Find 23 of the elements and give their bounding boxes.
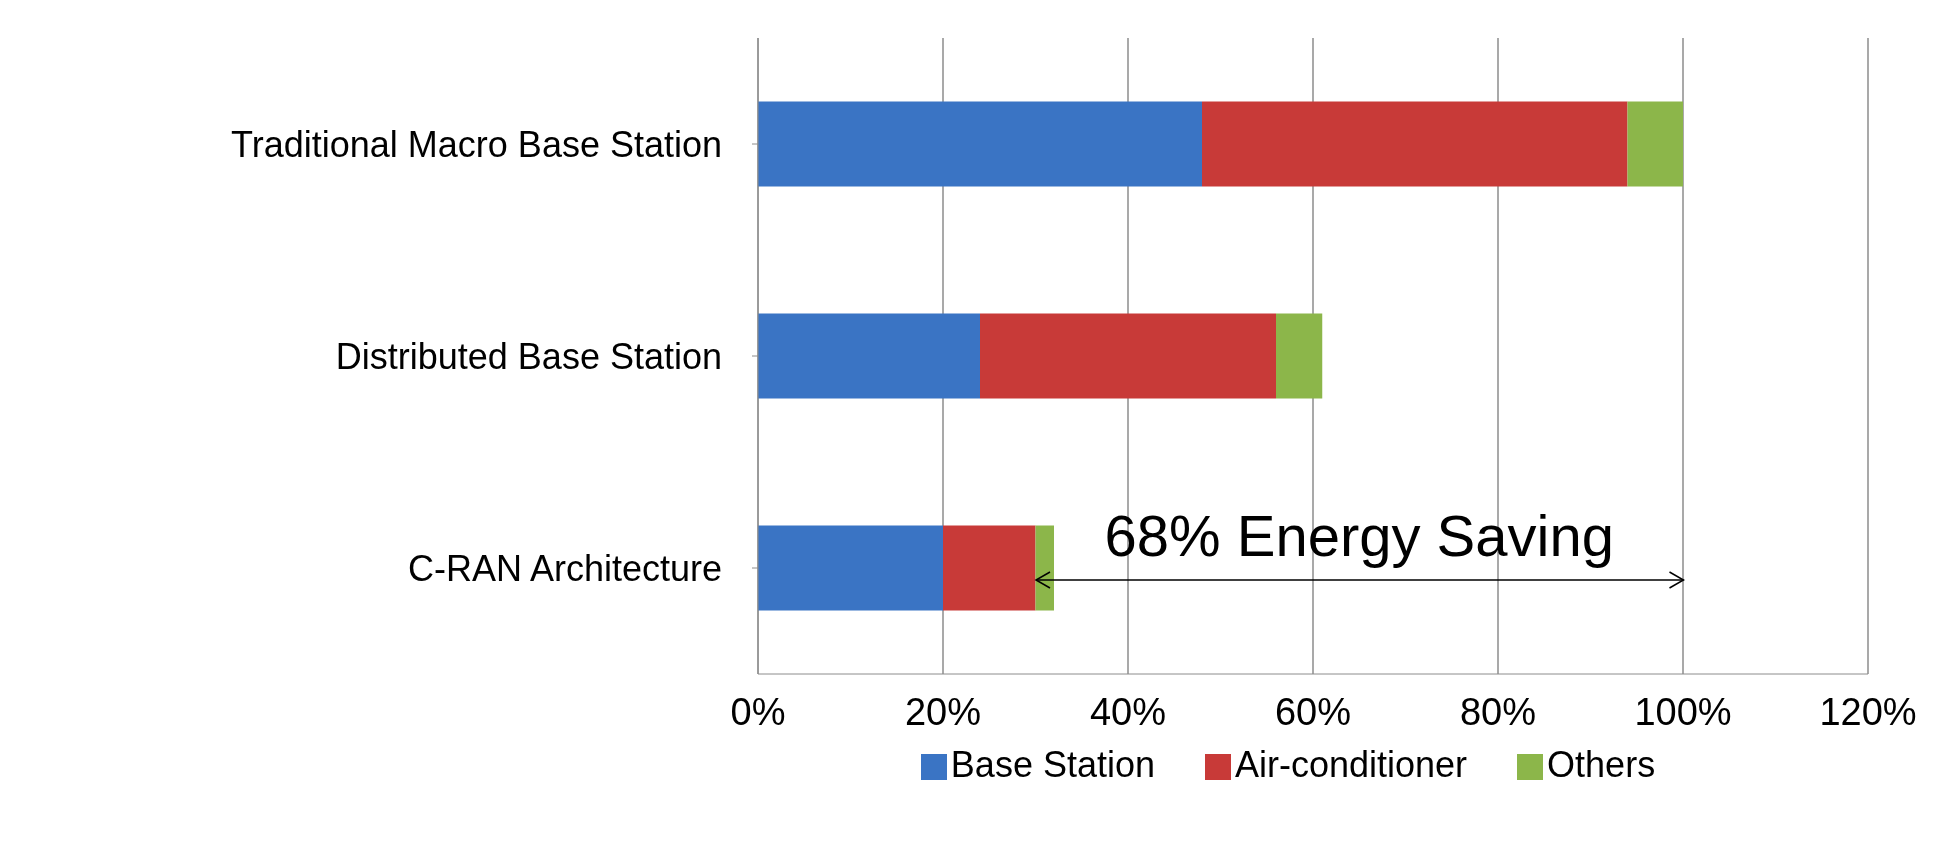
y-tick-label: C-RAN Architecture: [407, 547, 722, 589]
bar: [758, 313, 980, 399]
y-tick-label: Traditional Macro Base Station: [231, 123, 722, 165]
x-tick-label: 60%: [1274, 690, 1352, 733]
bar: [1035, 525, 1054, 611]
bar: [758, 525, 943, 611]
y-tick-label: Distributed Base Station: [335, 335, 722, 377]
bar: [943, 525, 1036, 611]
bar: [1276, 313, 1323, 399]
bar: [758, 101, 1202, 187]
x-tick-label: 0%: [730, 690, 786, 733]
legend-label: Base Station: [950, 744, 1155, 785]
bar: [1202, 101, 1628, 187]
legend-label: Others: [1547, 744, 1656, 785]
bar: [1627, 101, 1683, 187]
x-tick-label: 120%: [1819, 690, 1917, 733]
x-tick-label: 40%: [1089, 690, 1167, 733]
x-tick-label: 80%: [1459, 690, 1537, 733]
annotation: 68% Energy Saving: [1103, 502, 1615, 569]
x-tick-label: 100%: [1634, 690, 1732, 733]
x-tick-label: 20%: [904, 690, 982, 733]
legend-label: Air-conditioner: [1234, 744, 1468, 785]
bar: [980, 313, 1276, 399]
